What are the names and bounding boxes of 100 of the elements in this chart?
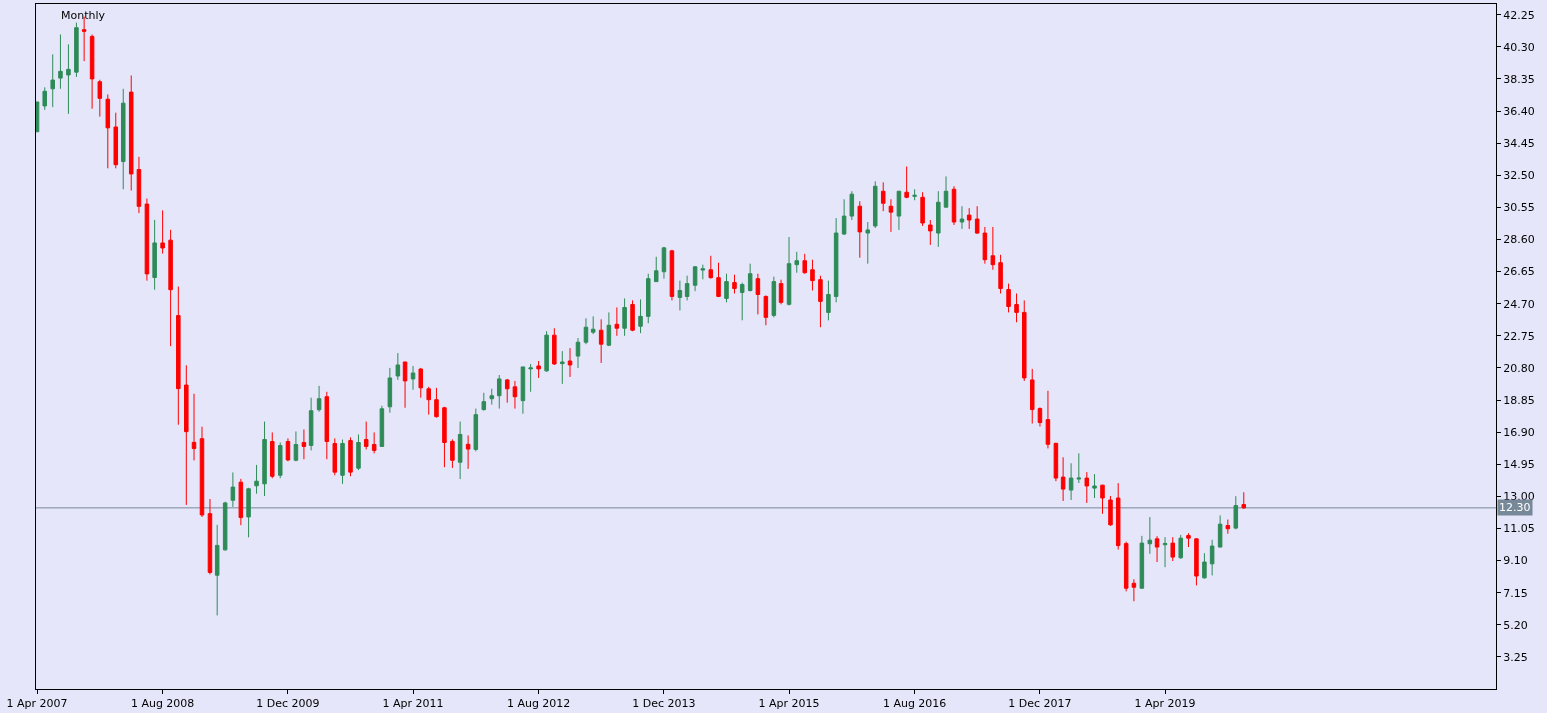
candlestick	[810, 259, 815, 292]
x-tick-label: 1 Aug 2008	[130, 697, 195, 711]
x-tick-label: 1 Dec 2013	[632, 697, 696, 711]
candlestick	[653, 256, 659, 283]
candlestick	[974, 205, 980, 235]
candlestick	[928, 219, 933, 246]
y-tick-label: 13.00	[1503, 490, 1535, 504]
candlestick	[575, 337, 581, 369]
candlestick	[348, 436, 353, 477]
candlestick	[308, 397, 314, 451]
candlestick	[473, 408, 479, 452]
candlestick	[1006, 283, 1011, 313]
candlestick	[638, 298, 643, 334]
candlestick	[849, 190, 855, 221]
candlestick	[982, 226, 988, 265]
candlestick	[277, 442, 283, 479]
candlestick	[1147, 516, 1153, 555]
candlestick	[199, 426, 205, 518]
candlestick	[567, 347, 573, 378]
candlestick	[113, 112, 119, 169]
candlestick	[708, 255, 714, 280]
x-tick-label: 1 Aug 2016	[882, 697, 947, 711]
candlestick	[865, 221, 871, 265]
candlestick	[442, 406, 447, 468]
candlestick	[269, 431, 275, 479]
candlestick	[998, 254, 1003, 294]
candlestick	[677, 280, 683, 311]
y-tick-label: 38.35	[1503, 72, 1535, 86]
candlestick	[1100, 484, 1105, 515]
candlestick	[120, 88, 126, 190]
candlestick	[1108, 495, 1113, 527]
candlestick	[904, 166, 909, 199]
y-tick-label: 30.55	[1503, 201, 1535, 215]
candlestick	[936, 190, 941, 248]
candlestick	[160, 209, 165, 255]
candlestick	[888, 198, 894, 233]
candlestick	[356, 433, 361, 471]
candlestick	[465, 434, 471, 470]
candlestick	[332, 437, 338, 476]
candlestick	[402, 361, 408, 409]
candlestick	[410, 365, 416, 391]
y-tick-label: 32.50	[1503, 169, 1535, 183]
candlestick	[1241, 491, 1247, 510]
candlestick	[1115, 482, 1121, 551]
candlestick	[89, 33, 95, 110]
candlestick	[262, 421, 267, 497]
candlestick	[590, 315, 596, 335]
x-tick-label: 1 Dec 2017	[1008, 697, 1072, 711]
candlestick	[1194, 537, 1199, 586]
candlestick	[1021, 299, 1027, 382]
candlestick	[230, 471, 236, 508]
candlestick	[528, 363, 533, 393]
candlestick	[959, 205, 965, 230]
x-tick-label: 1 Apr 2007	[6, 697, 68, 711]
candlestick	[818, 275, 823, 328]
candlestick	[661, 246, 667, 280]
ref-line-label: 12.30	[1499, 501, 1531, 514]
candlestick	[168, 229, 173, 347]
y-tick-label: 36.40	[1503, 104, 1535, 118]
candlestick	[1162, 536, 1168, 568]
candlestick	[1076, 452, 1082, 484]
text: Monthly	[61, 8, 106, 22]
candlestick	[50, 53, 55, 108]
candlestick	[560, 350, 565, 385]
y-tick-label: 3.25	[1503, 650, 1528, 664]
candlestick	[778, 279, 784, 305]
candlestick	[285, 437, 291, 462]
x-tick-label: 1 Dec 2009	[256, 697, 320, 711]
candlestick	[747, 263, 753, 292]
candlestick	[1014, 292, 1019, 323]
candlestick	[363, 421, 369, 450]
candlestick	[1053, 442, 1059, 482]
candlestick	[1225, 519, 1231, 535]
candlestick	[316, 385, 322, 413]
y-tick-label: 7.15	[1503, 586, 1528, 600]
candlestick	[739, 282, 745, 321]
y-tick-label: 34.45	[1503, 136, 1535, 150]
candlestick	[669, 249, 675, 301]
candlestick	[872, 180, 878, 229]
candlestick	[176, 286, 181, 426]
candlestick	[293, 430, 299, 462]
candlestick	[207, 498, 213, 575]
candlestick	[724, 273, 729, 303]
y-tick-label: 9.10	[1503, 554, 1528, 568]
candlestick	[520, 366, 526, 415]
candlestick	[536, 360, 541, 379]
x-tick-label: 1 Apr 2015	[758, 697, 820, 711]
candlestick	[1178, 534, 1183, 560]
candlestick	[128, 74, 134, 192]
candlestick	[1037, 406, 1043, 428]
candlestick	[583, 317, 589, 345]
candlestick	[504, 378, 510, 404]
candlestick	[912, 188, 917, 201]
candlestick	[58, 33, 63, 90]
candlestick	[136, 156, 142, 214]
candlestick	[426, 386, 431, 416]
candlestick	[833, 217, 839, 303]
candlestick	[457, 421, 463, 480]
candlestick	[36, 101, 40, 133]
candlestick	[896, 190, 902, 231]
